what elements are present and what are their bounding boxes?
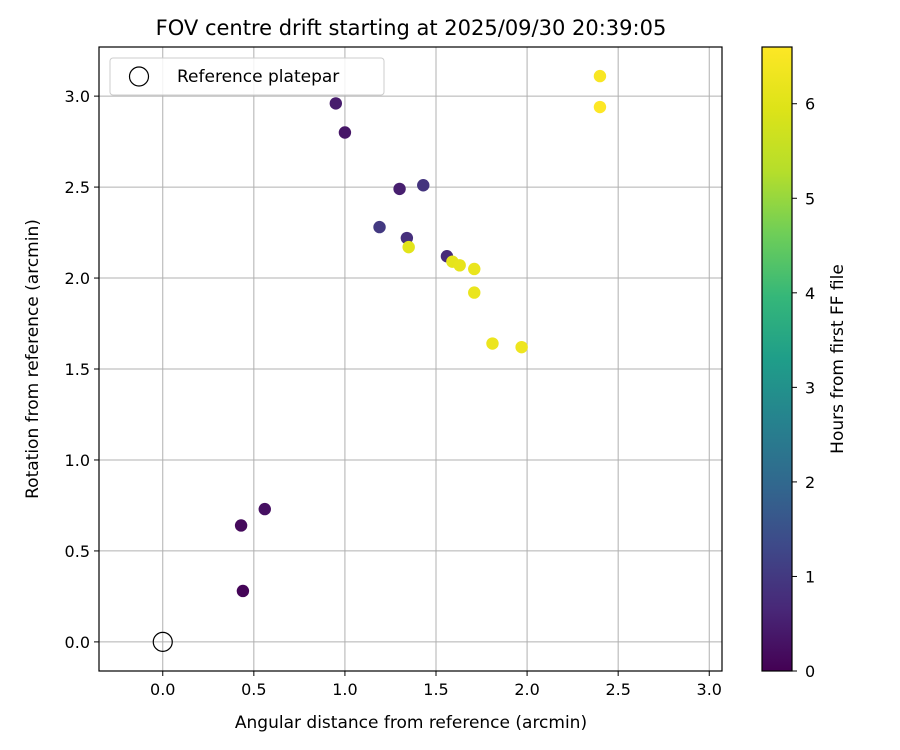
x-tick-label: 3.0 — [697, 680, 722, 699]
data-point — [486, 337, 499, 350]
reference-platepar-point — [152, 631, 173, 652]
x-axis-label: Angular distance from reference (arcmin) — [235, 713, 587, 733]
data-point — [258, 502, 271, 516]
data-points — [152, 69, 607, 652]
colorbar-tick-label: 3 — [805, 378, 815, 397]
data-point — [373, 220, 386, 234]
x-tick-label: 0.5 — [241, 680, 266, 699]
colorbar-tick-label: 1 — [805, 567, 815, 586]
colorbar-gradient — [762, 47, 792, 671]
colorbar-tick-label: 4 — [805, 284, 815, 303]
data-point — [236, 584, 250, 598]
y-tick-label: 2.5 — [65, 178, 90, 197]
grid-lines — [99, 47, 722, 671]
x-tick-label: 2.0 — [514, 680, 539, 699]
data-point — [468, 286, 481, 299]
data-point — [417, 179, 430, 192]
x-tick-label: 2.5 — [605, 680, 630, 699]
colorbar-tick-label: 2 — [805, 473, 815, 492]
colorbar-tick-label: 6 — [805, 95, 815, 114]
legend: Reference platepar — [109, 57, 385, 96]
data-point — [453, 259, 466, 272]
colorbar-frame — [761, 46, 793, 672]
y-tick-label: 0.5 — [65, 542, 90, 561]
data-point — [234, 519, 248, 532]
colorbar-tick-label: 0 — [805, 662, 815, 681]
y-tick-label: 2.0 — [65, 269, 90, 288]
data-point — [338, 126, 352, 139]
x-tick-label: 0.0 — [150, 680, 175, 699]
data-point — [402, 240, 415, 254]
data-point — [468, 262, 481, 276]
data-point — [393, 182, 406, 196]
y-axis-ticks: 0.0 0.5 1.0 1.5 2.0 2.5 3.0 — [65, 87, 99, 652]
colorbar-label: Hours from first FF file — [828, 264, 848, 454]
data-point — [593, 69, 607, 83]
y-tick-label: 1.5 — [65, 360, 90, 379]
y-tick-label: 3.0 — [65, 87, 90, 106]
legend-box — [109, 57, 385, 96]
y-axis-label: Rotation from reference (arcmin) — [23, 219, 43, 499]
data-point — [515, 340, 528, 354]
colorbar-tick-label: 5 — [805, 189, 815, 208]
legend-marker-icon — [128, 66, 150, 87]
y-tick-label: 0.0 — [65, 633, 90, 652]
y-tick-label: 1.0 — [65, 451, 90, 470]
x-tick-label: 1.0 — [332, 680, 357, 699]
data-point — [329, 97, 343, 110]
colorbar: 0 1 2 3 4 5 6 Hours from first FF file — [761, 46, 848, 681]
data-point — [593, 100, 607, 114]
legend-label: Reference platepar — [177, 67, 339, 87]
x-axis-ticks: 0.0 0.5 1.0 1.5 2.0 2.5 3.0 — [150, 671, 722, 699]
plot-frame — [98, 46, 723, 672]
x-tick-label: 1.5 — [423, 680, 448, 699]
colorbar-ticks: 0 1 2 3 4 5 6 — [792, 95, 815, 681]
chart-title: FOV centre drift starting at 2025/09/30 … — [156, 16, 667, 40]
